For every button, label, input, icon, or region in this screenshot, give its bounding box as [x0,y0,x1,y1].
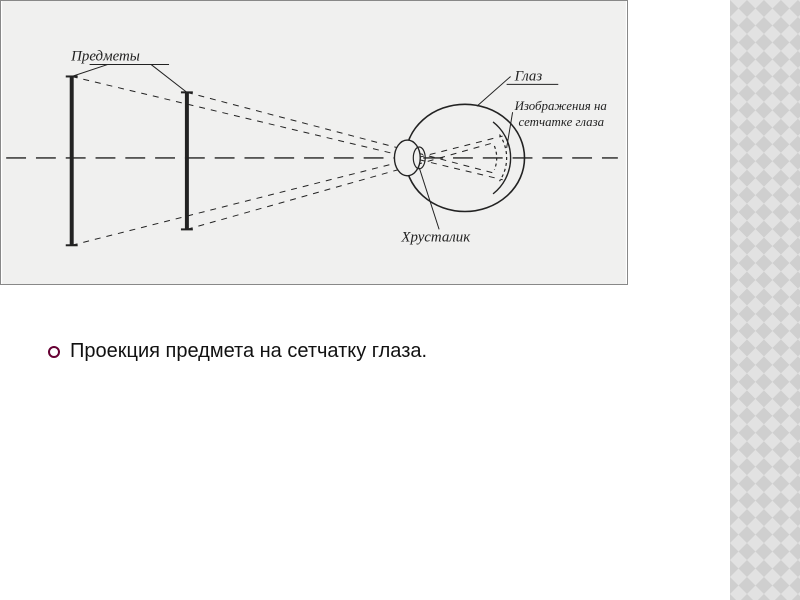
diagram-label-retina1: Изображения на [514,99,607,113]
diagram-label-retina2: сетчатке глаза [519,115,605,129]
diagram-svg: Предметы Глаз Изображения на сетчатке глаза… [1,1,627,284]
caption-row: Проекция предмета на сетчатку глаза. [48,340,427,363]
bullet-icon [48,346,60,358]
deco-pattern [730,0,800,600]
diagram-label-objects: Предметы [70,49,140,65]
caption-text: Проекция предмета на сетчатку глаза. [70,340,427,363]
diagram-label-eye: Глаз [514,68,543,84]
diagram-label-lens: Хрусталик [400,229,471,245]
eye-projection-diagram: Предметы Глаз Изображения на сетчатке глаза… [0,0,628,285]
